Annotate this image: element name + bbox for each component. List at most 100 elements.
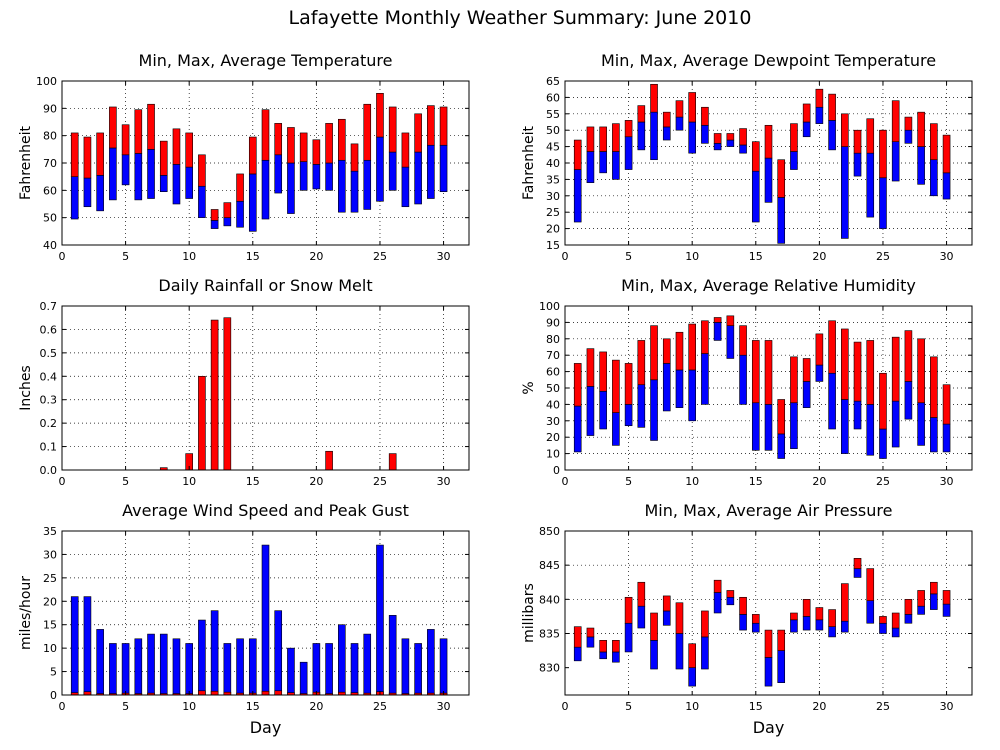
bar-min-avg <box>726 139 735 147</box>
bar-peak-gust <box>198 619 206 696</box>
bar-avg-max <box>751 340 760 404</box>
bar-peak-gust <box>325 643 333 696</box>
bar-min-avg <box>401 166 410 208</box>
bar-min-avg <box>726 596 735 606</box>
bar-min-avg <box>866 152 875 218</box>
bar-min-avg <box>688 121 696 154</box>
bar-min-avg <box>777 433 786 459</box>
bar-avg-max <box>904 330 913 382</box>
bar-peak-gust <box>261 544 270 696</box>
bar-min-avg <box>853 152 862 177</box>
bar-min-avg <box>942 172 951 200</box>
bar-peak-gust <box>388 615 397 696</box>
bar-avg-max <box>388 106 397 153</box>
x-axis: 0 5 10 15 20 25 30 <box>59 306 451 488</box>
wind-chart: Average Wind Speed and Peak Gust 0 5 10 15 20… <box>18 501 470 737</box>
bar-min-avg <box>701 636 709 670</box>
y-tick-label: 0.7 <box>40 300 58 313</box>
bar-peak-gust <box>299 661 308 696</box>
plot-frame <box>61 530 470 696</box>
y-tick-label: 90 <box>43 102 57 115</box>
y-tick-label: 70 <box>43 157 57 170</box>
bar-min-avg <box>942 423 951 453</box>
bar-min-avg <box>414 151 422 205</box>
x-tick-label: 20 <box>309 475 323 488</box>
bar-avg-max <box>917 338 925 404</box>
bar-avg-max <box>726 315 735 326</box>
bar-min-avg <box>325 162 333 191</box>
y-tick-label: 20 <box>43 595 57 608</box>
bar-avg-max <box>828 320 836 374</box>
bar-avg-max <box>942 590 951 605</box>
y-tick-label: 100 <box>539 300 560 313</box>
bar-avg-max <box>637 340 646 386</box>
bar-min-avg <box>739 354 747 405</box>
bar-min-avg <box>764 157 773 203</box>
bar-min-avg <box>662 610 671 626</box>
bar-min-avg <box>624 622 633 653</box>
y-tick-label: 0.1 <box>40 441 58 454</box>
bar-min-avg <box>764 657 773 687</box>
bar-peak-gust <box>83 596 92 696</box>
bar-avg-max <box>439 106 448 146</box>
bar-avg-max <box>159 140 168 176</box>
x-tick-label: 0 <box>59 475 66 488</box>
bar-min-avg <box>879 622 887 634</box>
bar-min-avg <box>930 593 938 610</box>
bar-min-avg <box>210 220 219 229</box>
bar-avg-max <box>891 336 900 402</box>
bar-min-avg <box>828 626 836 638</box>
bar-avg-max <box>764 340 773 405</box>
bar-avg-max <box>713 579 722 593</box>
bar-min-avg <box>853 568 862 578</box>
bar-min-avg <box>891 627 900 638</box>
bar-peak-gust <box>363 633 372 696</box>
bar-avg-max <box>573 363 582 407</box>
bar-avg-max <box>236 173 244 202</box>
bar-min-avg <box>109 147 117 201</box>
bar-avg-max <box>96 132 104 176</box>
bar-min-avg <box>172 164 181 205</box>
bar-avg-max <box>210 209 219 221</box>
bar-avg-max <box>879 129 887 179</box>
bar-avg-max <box>261 109 270 161</box>
bar-avg-max <box>790 123 798 152</box>
bar-min-avg <box>573 169 582 223</box>
bar-avg-max <box>853 129 862 154</box>
bar-min-avg <box>147 149 155 199</box>
bar-avg-max <box>739 596 747 615</box>
bar-peak-gust <box>223 643 232 696</box>
bar-avg-max <box>802 103 811 123</box>
bar-min-avg <box>904 614 913 624</box>
bar-avg-max <box>930 123 938 161</box>
x-tick-label: 25 <box>373 250 387 263</box>
bar-avg-max <box>917 590 925 607</box>
bar-avg-max <box>866 568 875 601</box>
bar-avg-max <box>223 202 232 218</box>
bar-avg-max <box>688 92 696 123</box>
bar-avg-max <box>764 629 773 658</box>
x-tick-label: 5 <box>122 700 129 713</box>
bar-avg-max <box>853 341 862 402</box>
bar-avg-max <box>701 320 709 354</box>
bar-avg-max <box>739 325 747 356</box>
y-tick-label: 0.3 <box>40 394 58 407</box>
x-tick-label: 10 <box>182 700 196 713</box>
y-tick-label: 80 <box>43 130 57 143</box>
bar-min-avg <box>701 353 709 405</box>
bar-avg-max <box>891 100 900 142</box>
bar-average-speed <box>274 690 283 696</box>
bar-peak-gust <box>376 544 384 696</box>
bar-min-avg <box>802 381 811 408</box>
y-axis: 0 5 10 15 20 25 30 35 <box>43 525 469 702</box>
bar-peak-gust <box>248 638 257 696</box>
bar-avg-max <box>599 126 607 152</box>
bar-min-avg <box>688 667 696 687</box>
bar-avg-max <box>675 602 684 634</box>
bar-min-avg <box>261 159 270 220</box>
bar-avg-max <box>815 607 824 621</box>
bar-avg-max <box>363 103 372 161</box>
x-tick-label: 15 <box>246 700 260 713</box>
bar-avg-max <box>662 338 671 364</box>
temperature-chart: Min, Max, Average Temperature40506070809… <box>18 51 470 263</box>
